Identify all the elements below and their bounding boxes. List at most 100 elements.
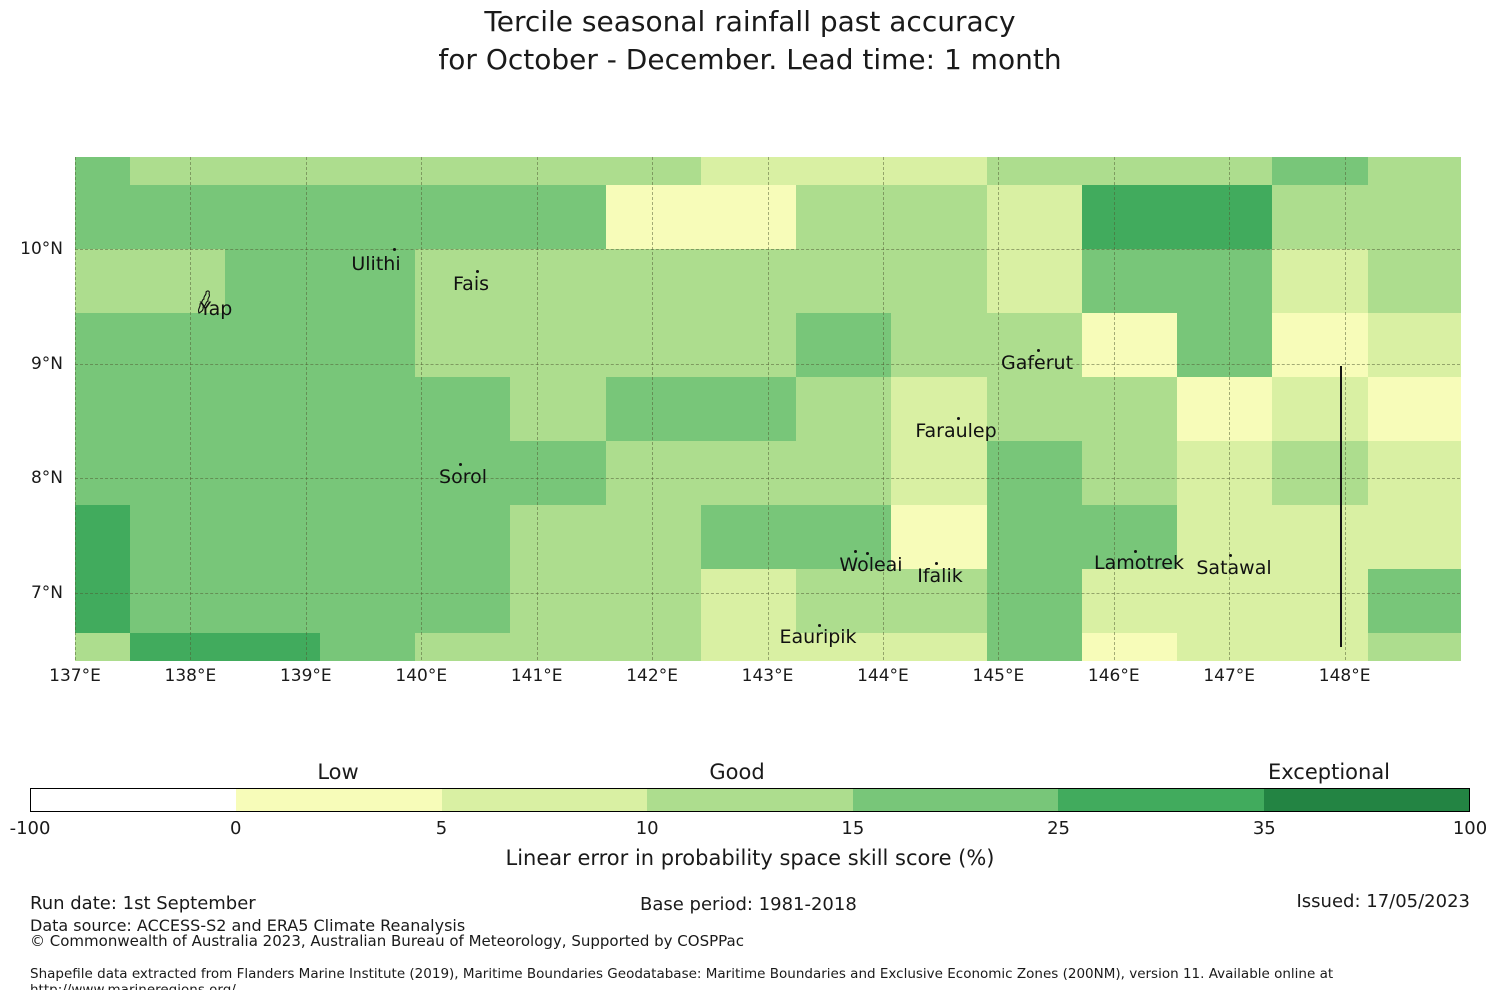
- x-axis-tick-label: 139°E: [279, 666, 332, 686]
- grid-cell: [320, 249, 416, 314]
- grid-cell: [1082, 249, 1178, 314]
- colorbar-segment: [31, 789, 237, 811]
- grid-cell: [415, 633, 511, 661]
- grid-cell: [75, 377, 131, 442]
- x-axis-tick-label: 145°E: [972, 666, 1025, 686]
- grid-cell: [510, 377, 607, 442]
- grid-cell: [1272, 313, 1369, 378]
- x-axis-tick-label: 147°E: [1203, 666, 1256, 686]
- grid-cell: [320, 441, 416, 506]
- grid-cell: [320, 633, 416, 661]
- grid-cell: [415, 377, 511, 442]
- grid-cell: [1082, 505, 1178, 570]
- grid-cell: [510, 633, 607, 661]
- grid-cell: [1272, 184, 1369, 250]
- island-label-lamotrek: Lamotrek: [1094, 552, 1184, 574]
- grid-cell: [891, 441, 988, 506]
- island-label-eauripik: Eauripik: [779, 626, 857, 648]
- y-axis-tick-label: 8°N: [30, 468, 63, 489]
- grid-cell: [75, 184, 131, 250]
- grid-cell: [320, 157, 416, 186]
- grid-cell: [701, 633, 797, 661]
- grid-cell: [129, 313, 226, 378]
- boundary-line: [1340, 366, 1342, 647]
- grid-cell: [606, 441, 702, 506]
- grid-cell: [606, 633, 702, 661]
- island-label-satawal: Satawal: [1196, 557, 1272, 579]
- grid-cell: [75, 569, 131, 634]
- grid-cell: [320, 184, 416, 250]
- island-marker-dot: [392, 247, 396, 251]
- longitude-gridline: [1113, 157, 1115, 660]
- grid-cell: [606, 157, 702, 186]
- grid-cell: [75, 441, 131, 506]
- island-label-woleai: Woleai: [839, 554, 903, 576]
- grid-cell: [129, 249, 226, 314]
- grid-cell: [225, 313, 321, 378]
- grid-cell: [320, 569, 416, 634]
- x-axis-tick-label: 141°E: [510, 666, 563, 686]
- grid-cell: [606, 569, 702, 634]
- grid-cell: [1082, 157, 1178, 186]
- island-marker-dot: [1036, 348, 1040, 352]
- grid-cell: [415, 249, 511, 314]
- grid-cell: [225, 377, 321, 442]
- island-marker-dot: [1228, 553, 1232, 557]
- island-marker-dot: [865, 551, 869, 555]
- grid-cell: [225, 633, 321, 661]
- grid-cell: [510, 313, 607, 378]
- latitude-gridline: [75, 363, 1461, 365]
- island-label-gaferut: Gaferut: [1000, 352, 1074, 374]
- grid-cell: [320, 505, 416, 570]
- island-marker-dot: [1133, 549, 1137, 553]
- colorbar-tick-label: 15: [841, 818, 865, 839]
- grid-cell: [75, 249, 131, 314]
- island-marker-dot: [934, 561, 938, 565]
- shapefile-note-text: Shapefile data extracted from Flanders M…: [30, 966, 1334, 990]
- island-label-fais: Fais: [452, 273, 490, 295]
- colorbar: [30, 788, 1470, 812]
- data-source-text: Data source: ACCESS-S2 and ERA5 Climate …: [30, 916, 466, 935]
- colorbar-segment: [647, 789, 853, 811]
- grid-cell: [891, 313, 988, 378]
- grid-cell: [891, 569, 988, 634]
- colorbar-tick-label: 100: [1452, 818, 1488, 839]
- grid-cell: [796, 377, 892, 442]
- base-period-text: Base period: 1981-2018: [640, 894, 857, 915]
- grid-cell: [1177, 157, 1273, 186]
- colorbar-category-label: Good: [709, 760, 765, 784]
- grid-cell: [1272, 569, 1369, 634]
- island-marker-dot: [475, 269, 479, 273]
- chart-title-line2: for October - December. Lead time: 1 mon…: [438, 43, 1062, 76]
- longitude-gridline: [421, 157, 423, 660]
- colorbar-category-label: Low: [317, 760, 359, 784]
- colorbar-segment: [1263, 789, 1469, 811]
- grid-cell: [1368, 184, 1461, 250]
- grid-cell: [1177, 441, 1273, 506]
- grid-cell: [129, 633, 226, 661]
- grid-cell: [510, 569, 607, 634]
- longitude-gridline: [75, 157, 76, 660]
- grid-cell: [415, 505, 511, 570]
- grid-cell: [1368, 249, 1461, 314]
- grid-cell: [1082, 441, 1178, 506]
- grid-cell: [225, 441, 321, 506]
- latitude-gridline: [75, 249, 1461, 250]
- grid-cell: [1368, 505, 1461, 570]
- grid-cell: [701, 441, 797, 506]
- grid-cell: [1368, 377, 1461, 442]
- grid-cell: [1082, 633, 1178, 661]
- latitude-gridline: [75, 478, 1461, 480]
- grid-cell: [1082, 184, 1178, 250]
- grid-cell: [415, 184, 511, 250]
- grid-cell: [606, 313, 702, 378]
- island-label-sorol: Sorol: [439, 466, 487, 488]
- longitude-gridline: [882, 157, 884, 660]
- grid-cell: [75, 157, 131, 186]
- grid-cell: [1272, 633, 1369, 661]
- grid-cell: [796, 505, 892, 570]
- yap-island-outline-icon: [195, 287, 215, 319]
- colorbar-tick-label: 5: [435, 818, 448, 839]
- grid-cell: [1177, 569, 1273, 634]
